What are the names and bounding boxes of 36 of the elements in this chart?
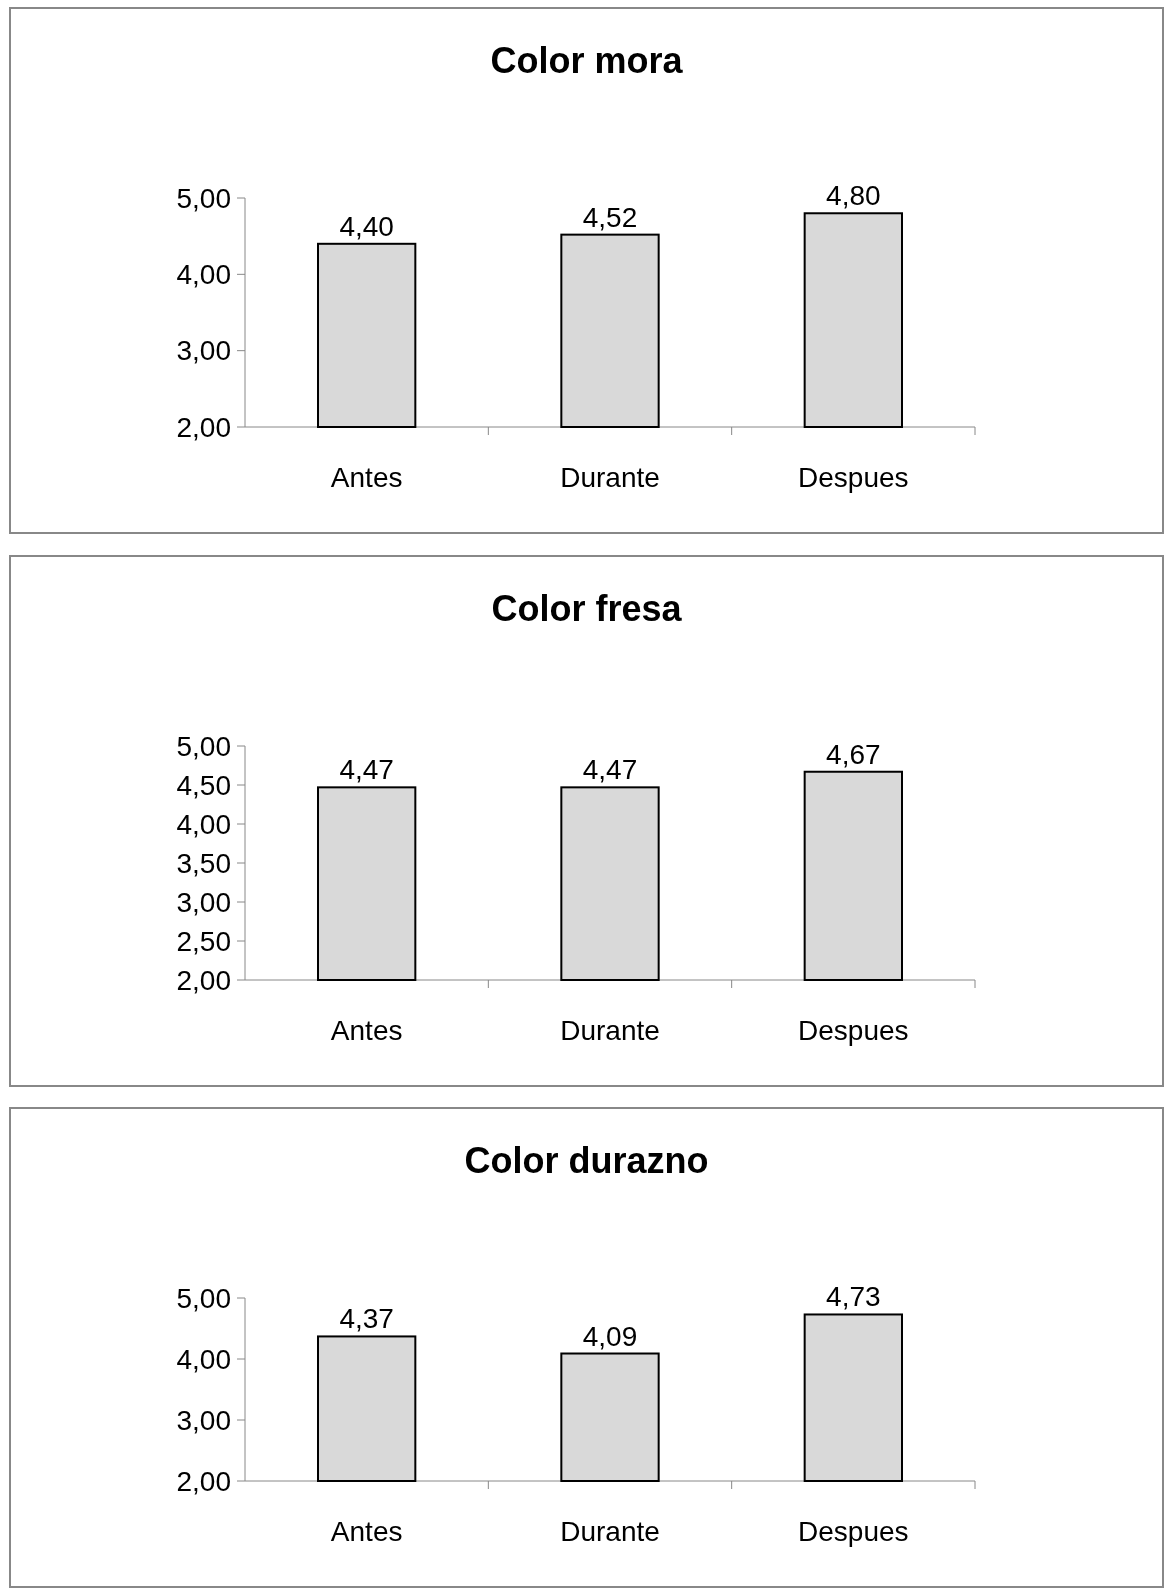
y-tick-label: 2,00 [176,1465,231,1497]
x-tick-label: Antes [330,462,403,493]
y-tick-label: 3,50 [176,847,231,879]
y-tick-label: 5,00 [176,1282,231,1314]
chart-title: Color durazno [464,1140,709,1181]
data-label: 4,80 [826,180,881,212]
data-label: 4,40 [339,210,394,242]
x-tick-label: Durante [560,1015,660,1046]
data-label: 4,37 [339,1303,394,1335]
data-label: 4,52 [582,201,638,233]
x-tick-label: Despues [798,1015,909,1046]
y-tick-label: 2,00 [176,411,231,443]
y-tick-label: 5,00 [176,730,231,762]
data-label: 4,73 [826,1281,881,1313]
x-tick-label: Durante [560,462,660,493]
x-tick-label: Antes [330,1516,403,1547]
y-tick-label: 2,50 [176,925,231,957]
data-label: 4,67 [826,738,881,770]
y-tick-label: 2,00 [176,964,231,996]
x-tick-label: Despues [798,1516,909,1547]
chart-title: Color fresa [491,588,683,629]
y-tick-label: 3,00 [176,886,231,918]
y-tick-label: 3,00 [176,335,231,367]
y-tick-label: 4,00 [176,259,231,291]
data-label: 4,47 [582,754,638,786]
y-tick-label: 5,00 [176,182,231,214]
x-tick-label: Antes [330,1015,403,1046]
y-tick-label: 4,00 [176,808,231,840]
chart-title: Color mora [490,40,684,81]
data-label: 4,09 [582,1320,638,1352]
y-tick-label: 3,00 [176,1404,231,1436]
y-tick-label: 4,00 [176,1343,231,1375]
x-tick-label: Despues [798,462,909,493]
y-tick-label: 4,50 [176,769,231,801]
x-tick-label: Durante [560,1516,660,1547]
data-label: 4,47 [339,754,394,786]
